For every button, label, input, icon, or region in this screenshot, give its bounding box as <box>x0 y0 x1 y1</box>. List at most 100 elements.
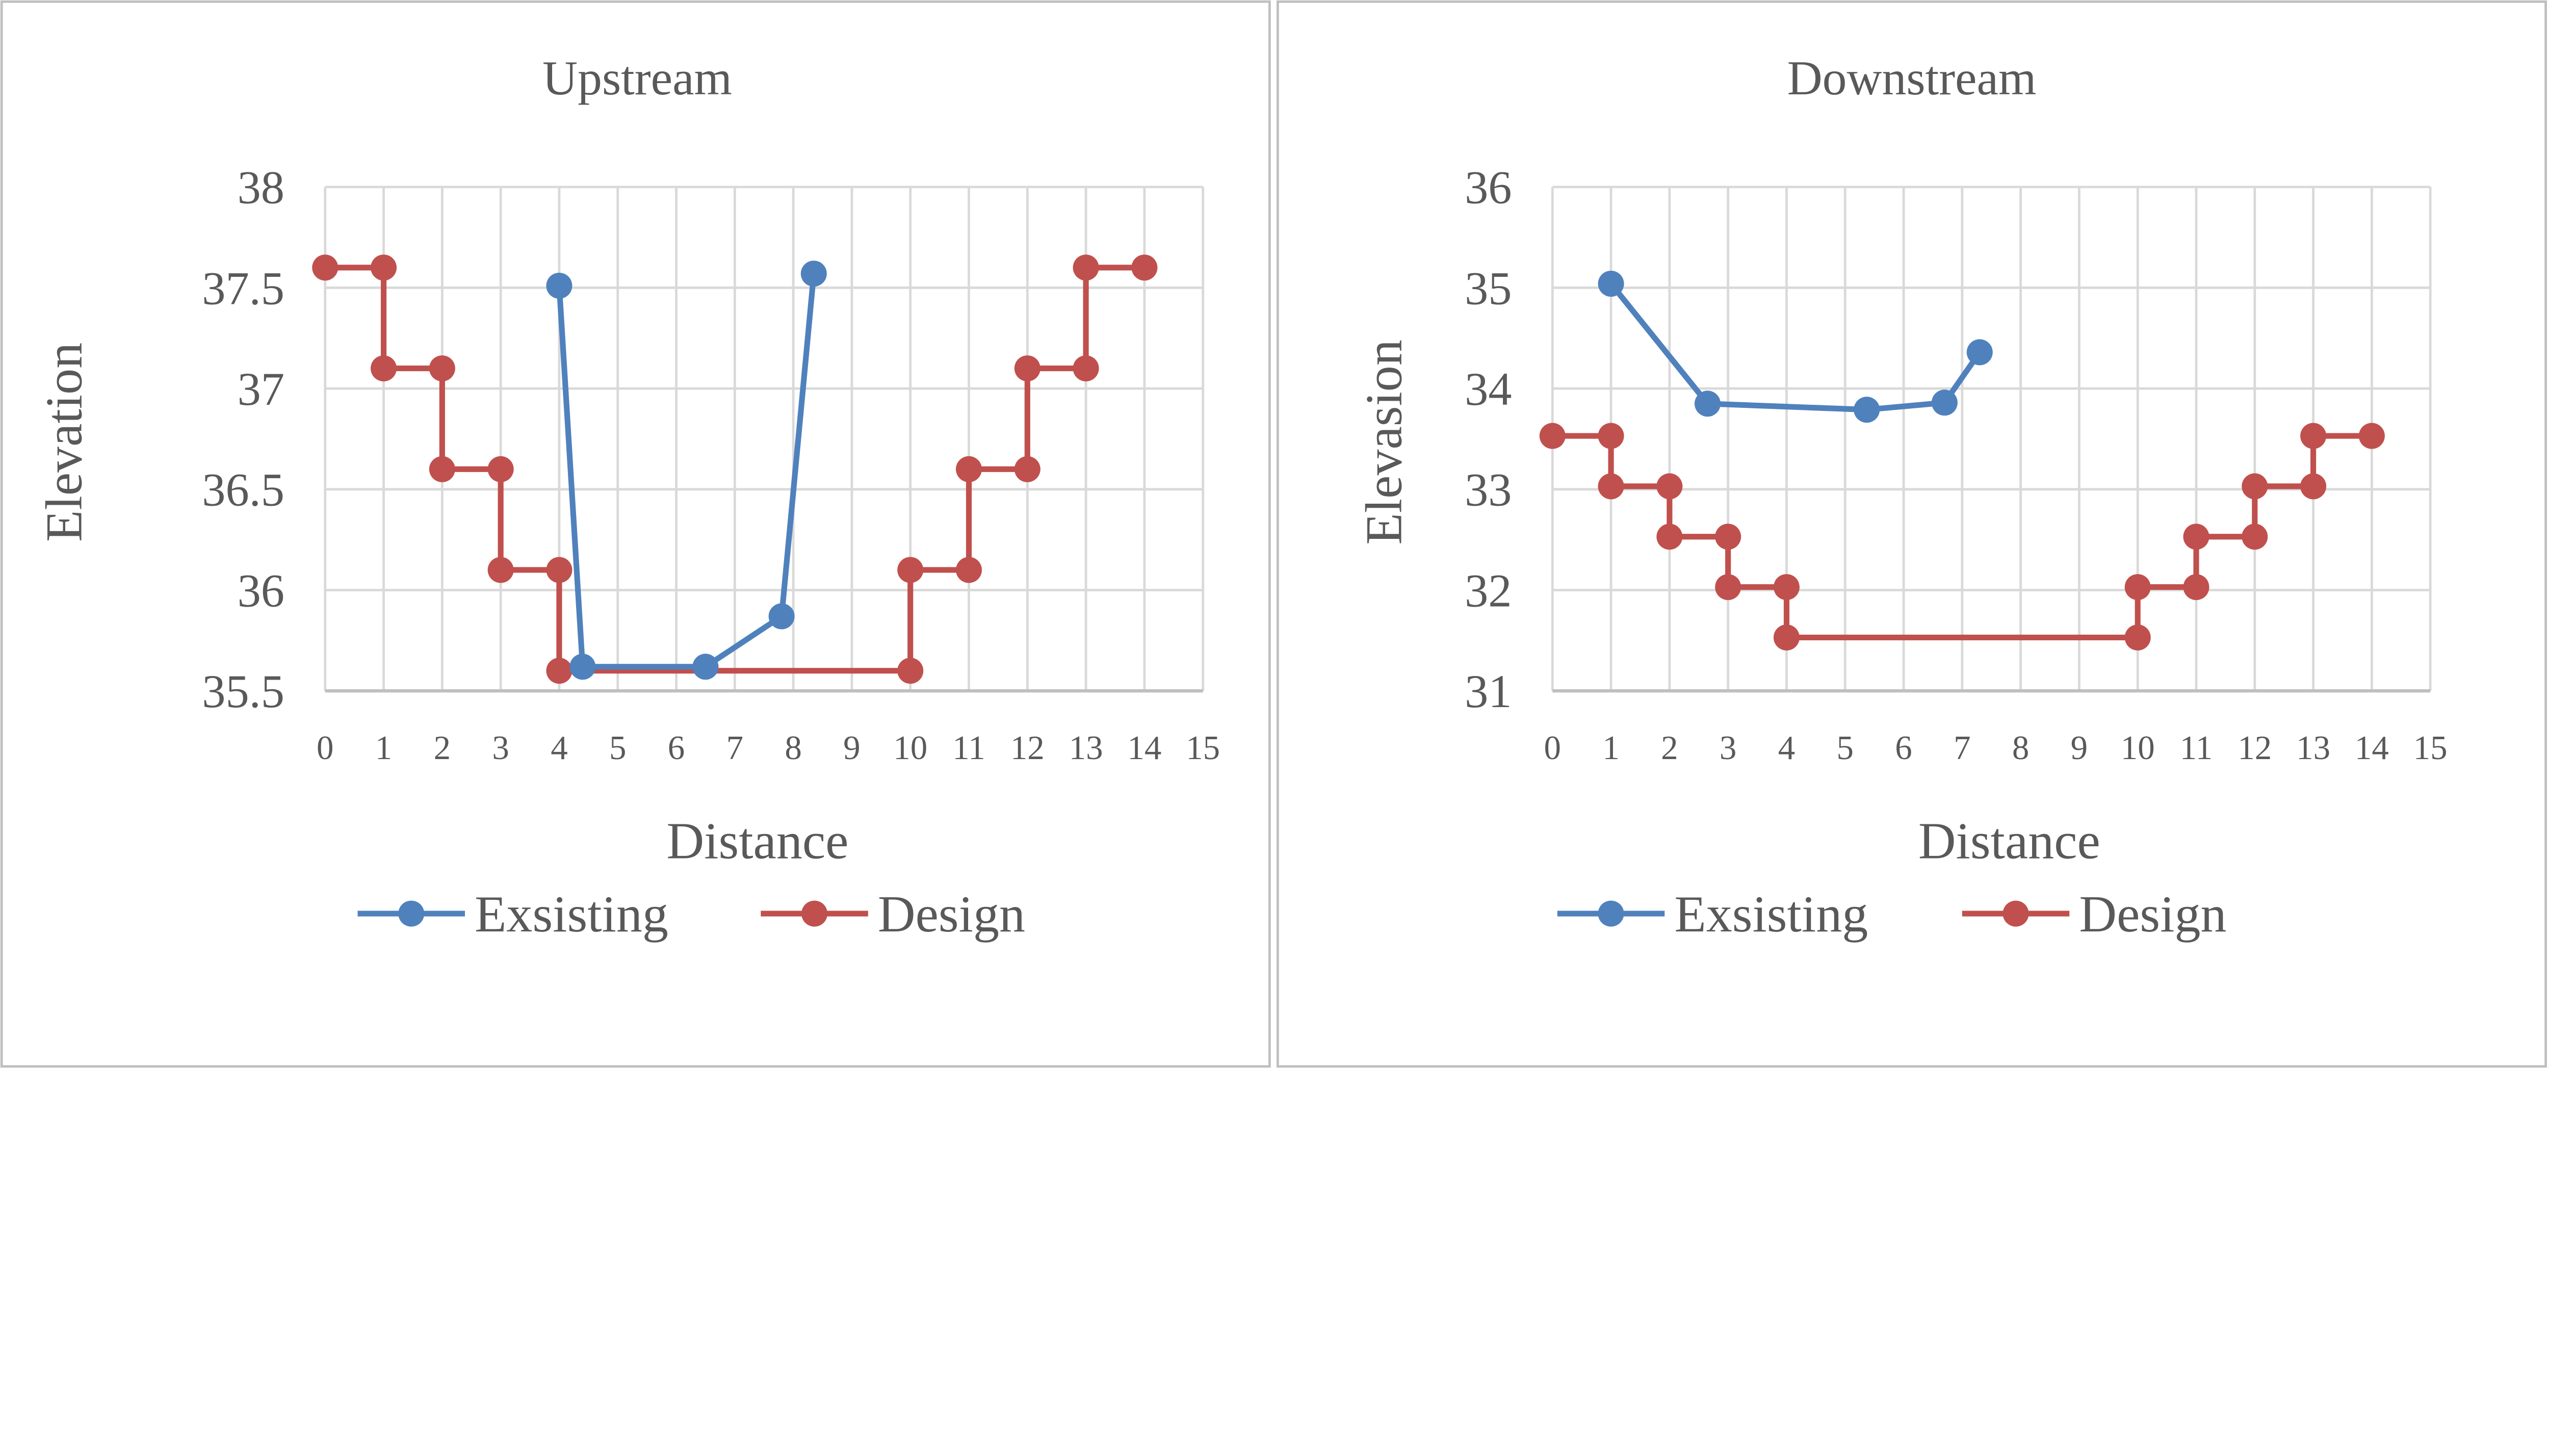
legend-label-design: Design <box>878 886 1025 943</box>
x-tick-label: 7 <box>726 729 743 767</box>
legend: Exsisting Design <box>357 886 1025 943</box>
x-axis-title: Distance <box>666 813 848 870</box>
data-point-design <box>897 557 924 583</box>
legend-item-design[interactable]: Design <box>761 886 1025 943</box>
y-tick-label: 35.5 <box>202 666 284 718</box>
x-tick-label: 15 <box>1186 729 1220 767</box>
data-point-design <box>487 557 514 583</box>
data-point-existing <box>800 261 827 287</box>
y-tick-label: 31 <box>1465 666 1512 718</box>
data-point-design <box>429 456 455 482</box>
x-tick-label: 14 <box>1127 729 1161 767</box>
data-point-design <box>1073 355 1099 382</box>
y-tick-label: 36 <box>238 565 284 617</box>
x-tick-label: 13 <box>1069 729 1103 767</box>
y-tick-label: 34 <box>1465 363 1512 415</box>
chart-title: Downstream <box>1787 51 2037 105</box>
x-tick-label: 4 <box>1778 729 1795 767</box>
data-point-design <box>429 355 455 382</box>
legend-marker-design <box>801 900 828 927</box>
legend-marker-existing <box>398 900 425 927</box>
data-point-design <box>2300 423 2327 449</box>
x-tick-label: 13 <box>2296 729 2330 767</box>
x-tick-label: 10 <box>893 729 927 767</box>
y-tick-label: 35 <box>1465 263 1512 315</box>
x-tick-label: 9 <box>843 729 860 767</box>
y-tick-label: 33 <box>1465 464 1512 516</box>
data-point-existing <box>692 654 719 680</box>
legend-marker-existing <box>1598 900 1624 927</box>
data-point-existing <box>1694 391 1721 417</box>
data-point-design <box>1715 524 1741 550</box>
data-point-existing <box>1966 339 1993 366</box>
x-tick-label: 2 <box>434 729 451 767</box>
data-point-design <box>1715 574 1741 601</box>
chart-border <box>1276 0 2547 1068</box>
x-tick-label: 3 <box>1720 729 1736 767</box>
legend-item-existing[interactable]: Exsisting <box>1557 886 1868 943</box>
data-point-existing <box>1931 389 1958 416</box>
data-point-design <box>1073 254 1099 281</box>
y-tick-label: 36.5 <box>202 464 284 516</box>
y-tick-label: 37.5 <box>202 263 284 315</box>
x-tick-label: 8 <box>2012 729 2029 767</box>
x-tick-label: 7 <box>1954 729 1970 767</box>
x-tick-label: 12 <box>2238 729 2272 767</box>
x-tick-label: 0 <box>1544 729 1561 767</box>
x-tick-label: 5 <box>1836 729 1853 767</box>
x-tick-label: 1 <box>1602 729 1619 767</box>
data-point-design <box>546 658 573 684</box>
legend-label-existing: Exsisting <box>475 886 668 943</box>
x-tick-label: 6 <box>668 729 685 767</box>
data-point-design <box>1131 254 1158 281</box>
y-axis-title: Elevation <box>35 343 93 542</box>
data-point-design <box>2358 423 2385 449</box>
data-point-design <box>897 658 924 684</box>
x-tick-label: 5 <box>609 729 626 767</box>
data-point-design <box>1773 624 1800 651</box>
data-point-existing <box>1854 397 1880 423</box>
y-axis-title: Elevasion <box>1356 340 1413 544</box>
data-point-design <box>2124 574 2151 601</box>
data-point-design <box>2183 574 2209 601</box>
data-point-design <box>2242 473 2268 500</box>
data-point-design <box>1656 473 1683 500</box>
data-point-design <box>546 557 573 583</box>
y-tick-label: 38 <box>238 162 284 214</box>
data-point-existing <box>546 272 573 299</box>
chart-title: Upstream <box>542 51 732 105</box>
y-tick-label: 37 <box>238 363 284 415</box>
x-tick-label: 14 <box>2355 729 2389 767</box>
y-tick-label: 32 <box>1465 565 1512 617</box>
x-tick-label: 11 <box>952 729 985 767</box>
data-point-design <box>487 456 514 482</box>
legend-label-design: Design <box>2079 886 2226 943</box>
x-tick-label: 2 <box>1661 729 1678 767</box>
data-point-design <box>2242 524 2268 550</box>
x-tick-label: 1 <box>375 729 392 767</box>
legend-item-design[interactable]: Design <box>1962 886 2227 943</box>
data-point-design <box>1014 456 1041 482</box>
x-axis-title: Distance <box>1918 813 2100 870</box>
legend-label-existing: Exsisting <box>1674 886 1868 943</box>
x-tick-label: 4 <box>551 729 567 767</box>
legend-item-existing[interactable]: Exsisting <box>357 886 668 943</box>
figure: Upstream Distance Elevation 0 1 2 3 4 5 6 7 8 9 10… <box>0 0 2547 1068</box>
upstream-chart: Upstream Distance Elevation 0 1 2 3 4 5 6 7 8 9 10… <box>0 0 1271 1068</box>
data-point-existing <box>1598 270 1624 297</box>
data-point-design <box>371 254 397 281</box>
data-point-design <box>1598 473 1624 500</box>
data-point-design <box>2124 624 2151 651</box>
data-point-existing <box>768 603 795 630</box>
data-point-design <box>1773 574 1800 601</box>
data-point-design <box>2300 473 2327 500</box>
x-tick-label: 12 <box>1010 729 1045 767</box>
x-tick-label: 15 <box>2413 729 2448 767</box>
data-point-design <box>1014 355 1041 382</box>
legend: Exsisting Design <box>1557 886 2227 943</box>
x-tick-label: 10 <box>2121 729 2155 767</box>
x-tick-label: 3 <box>492 729 509 767</box>
